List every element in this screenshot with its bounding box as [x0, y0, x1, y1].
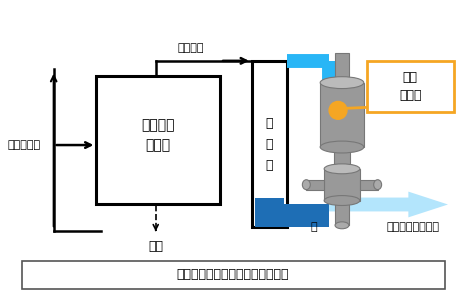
Bar — [22, 261, 445, 289]
Ellipse shape — [320, 77, 364, 88]
Bar — [306, 180, 324, 190]
Bar — [96, 76, 220, 205]
Text: 水: 水 — [311, 222, 318, 232]
Polygon shape — [329, 192, 448, 218]
Ellipse shape — [324, 164, 360, 174]
Ellipse shape — [320, 141, 364, 153]
Bar — [334, 147, 350, 169]
Text: 灰分: 灰分 — [148, 240, 163, 253]
Bar — [252, 61, 287, 227]
Text: ガス＋水: ガス＋水 — [177, 43, 204, 53]
Text: 生成ガス（メタン等）と水を分離: 生成ガス（メタン等）と水を分離 — [177, 268, 289, 281]
Text: 気液
分離器: 気液 分離器 — [399, 71, 422, 102]
Bar — [324, 169, 360, 200]
Bar — [255, 205, 329, 227]
Ellipse shape — [374, 180, 382, 190]
Bar — [335, 200, 349, 225]
Bar — [360, 180, 378, 190]
Bar — [255, 198, 283, 227]
Text: 熱
回
収: 熱 回 収 — [265, 117, 273, 172]
Ellipse shape — [302, 180, 310, 190]
Circle shape — [329, 101, 347, 119]
Text: ガス（メタン等）: ガス（メタン等） — [387, 222, 440, 232]
Ellipse shape — [335, 222, 349, 229]
Bar — [335, 53, 349, 82]
Bar — [320, 82, 364, 147]
Ellipse shape — [324, 196, 360, 206]
Text: バイオマス: バイオマス — [7, 140, 40, 150]
Bar — [367, 61, 454, 112]
Text: 超臨界水
反応器: 超臨界水 反応器 — [142, 118, 175, 152]
